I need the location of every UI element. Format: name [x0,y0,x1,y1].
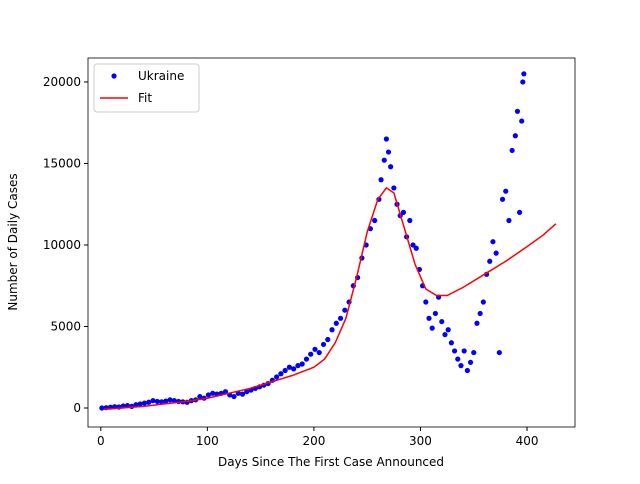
data-point [205,392,212,398]
x-tick-label: 0 [97,434,105,448]
data-point [231,393,237,400]
data-point [471,349,477,356]
data-point [413,245,419,251]
legend-label: Fit [138,91,152,105]
data-point [383,136,389,142]
data-point [451,348,458,354]
data-point [150,398,156,404]
data-point [448,340,454,346]
data-point [337,315,344,321]
data-point [303,356,310,362]
data-point [320,341,327,348]
data-point [244,389,250,395]
y-tick-label: 15000 [43,156,81,170]
data-point [442,332,448,338]
y-tick-label: 0 [73,401,81,415]
legend-label: Ukraine [138,69,184,83]
data-point [487,258,493,264]
data-point [426,315,432,321]
data-point [521,71,527,77]
data-point [141,400,148,406]
data-point [239,391,246,397]
data-point [461,348,467,354]
data-point [99,405,105,411]
data-point [329,327,335,333]
data-point [286,364,293,370]
y-tick-label: 5000 [50,319,81,333]
data-point [467,359,474,365]
data-point [458,363,464,369]
data-point [423,299,429,305]
data-point [342,307,348,313]
data-point [133,402,139,408]
data-point [385,149,392,155]
data-point [439,318,445,325]
fit-line [103,186,557,411]
data-point [477,310,483,317]
data-point [137,401,143,407]
data-point [490,239,496,245]
x-tick-label: 200 [302,434,325,448]
data-point [410,242,416,248]
data-point [512,133,518,139]
data-point [163,398,169,404]
data-point [432,310,439,317]
data-point [378,177,384,183]
data-point [316,349,322,356]
x-tick-label: 400 [516,434,539,448]
data-point [167,397,173,403]
data-point [312,346,318,352]
data-point [506,217,512,224]
data-point [154,398,160,405]
data-point [391,185,397,191]
data-point [519,118,525,124]
data-point [503,188,509,194]
data-point [429,325,435,331]
legend-box [93,63,200,113]
x-axis-label: Days Since The First Case Announced [218,455,444,469]
data-point [455,356,461,362]
data-point [210,390,216,396]
data-point [333,320,339,326]
data-point [407,217,413,224]
data-point [464,367,470,374]
y-tick-label: 20000 [43,75,81,89]
data-point [295,363,301,369]
data-point [372,217,378,224]
data-point [308,351,314,357]
y-axis-label: Number of Daily Cases [6,173,20,310]
data-point [509,147,515,154]
data-point [516,209,523,215]
data-point [480,299,486,305]
legend: Ukraine Fit [93,63,200,113]
data-point [445,327,451,333]
y-tick-label: 10000 [43,238,81,252]
data-point [291,366,297,372]
data-point [496,349,502,356]
data-point [274,374,280,380]
data-point [158,399,165,405]
data-point [520,79,526,85]
data-point [400,209,407,215]
data-point [282,367,288,374]
x-tick-label: 300 [409,434,432,448]
data-point [493,250,499,256]
data-point [278,371,284,377]
data-point [299,361,305,367]
data-point [514,108,521,114]
data-point [388,164,394,170]
data-point [499,196,506,202]
plot-frame [87,57,576,428]
data-point [474,320,480,326]
legend-marker [111,73,117,79]
data-point [325,336,331,343]
data-point [197,393,203,400]
data-point [381,157,387,163]
data-point [146,399,152,405]
x-tick-label: 100 [196,434,219,448]
